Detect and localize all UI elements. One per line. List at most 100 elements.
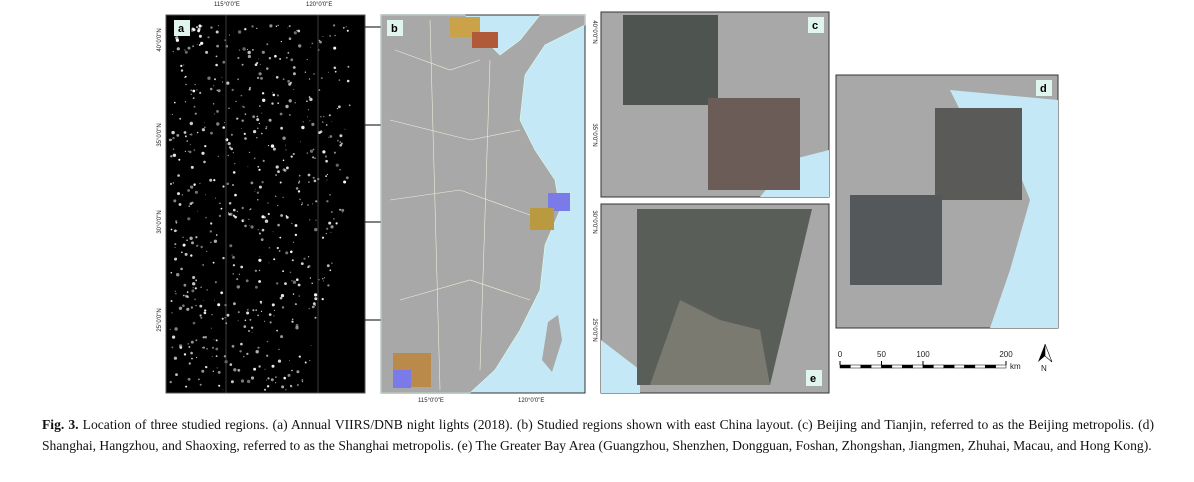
light (298, 44, 302, 48)
light (314, 316, 317, 319)
light (187, 343, 189, 345)
light (319, 40, 322, 44)
light (294, 233, 298, 237)
light (253, 130, 257, 134)
light (191, 201, 194, 204)
light (194, 190, 198, 194)
light (322, 150, 326, 154)
light (256, 115, 259, 118)
light (252, 49, 254, 51)
light (307, 204, 309, 206)
light (326, 173, 328, 176)
scale-segment (943, 364, 955, 369)
light (170, 300, 173, 302)
light (289, 359, 290, 361)
light (284, 282, 287, 285)
light (202, 264, 204, 266)
light (205, 365, 208, 369)
caption-label: Fig. 3. (42, 417, 79, 432)
light (318, 279, 320, 281)
light (172, 335, 176, 339)
light (275, 76, 279, 79)
light (321, 121, 324, 123)
light (345, 26, 347, 28)
light (315, 219, 317, 221)
light (226, 313, 230, 317)
light (231, 254, 233, 256)
light (273, 309, 275, 311)
light (214, 113, 216, 115)
light (240, 379, 245, 383)
light (175, 220, 178, 223)
light (307, 173, 311, 177)
light (240, 94, 243, 97)
light (312, 203, 314, 205)
light (310, 47, 311, 48)
light (291, 320, 294, 323)
light (262, 98, 266, 103)
light (279, 58, 282, 60)
light (192, 287, 194, 289)
light (250, 326, 254, 329)
light (304, 361, 307, 364)
light (174, 229, 177, 233)
light (288, 82, 292, 86)
light (256, 137, 258, 139)
light (342, 212, 344, 214)
light (249, 208, 252, 210)
light (190, 89, 193, 92)
light (196, 26, 198, 29)
light (213, 339, 215, 341)
light (232, 264, 235, 267)
light (297, 190, 301, 193)
light (288, 51, 289, 53)
light (294, 102, 296, 104)
light (293, 241, 295, 243)
light (175, 38, 179, 42)
light (258, 269, 261, 272)
light (216, 44, 220, 48)
light (281, 306, 285, 309)
light (246, 49, 248, 50)
light (265, 127, 267, 130)
light (290, 385, 293, 388)
light (172, 153, 177, 157)
light (224, 303, 227, 307)
light (328, 221, 332, 225)
light (292, 66, 296, 69)
light (318, 131, 321, 135)
light (210, 327, 212, 329)
light (229, 34, 230, 36)
light (321, 298, 324, 301)
light (335, 222, 338, 225)
light (277, 223, 280, 227)
light (244, 28, 247, 31)
light (247, 54, 251, 59)
light (290, 250, 293, 254)
light (195, 304, 197, 307)
light (290, 155, 293, 158)
light (178, 344, 183, 348)
light (192, 89, 196, 93)
light (190, 186, 192, 187)
light (184, 135, 187, 138)
light (247, 166, 249, 168)
light (215, 339, 218, 342)
light (194, 298, 197, 301)
light (258, 232, 261, 235)
light (188, 362, 191, 365)
light (277, 204, 279, 207)
light (297, 283, 301, 287)
light (308, 256, 310, 258)
light (184, 50, 188, 54)
light (222, 256, 225, 260)
light (333, 151, 336, 154)
light (332, 24, 336, 27)
light (186, 307, 190, 311)
light (246, 352, 249, 355)
light (259, 300, 263, 304)
light (196, 356, 198, 359)
light (260, 132, 263, 135)
light (313, 179, 317, 183)
panel-label: c (812, 20, 818, 32)
